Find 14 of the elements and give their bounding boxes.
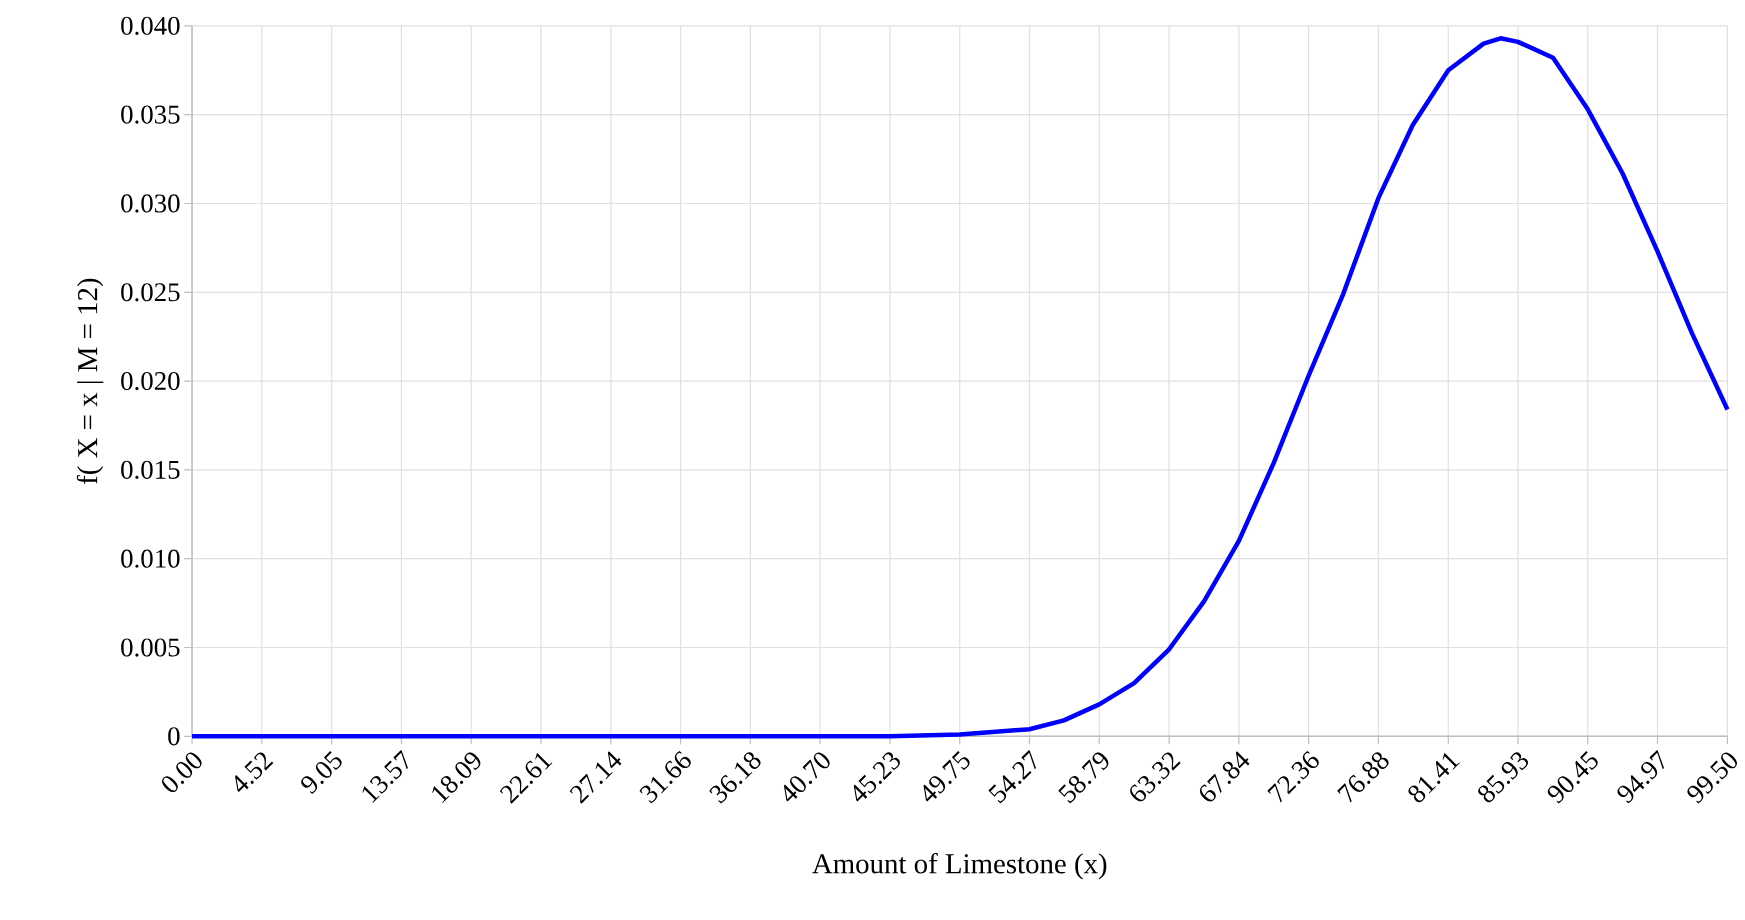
x-tick-label: 9.05 — [301, 750, 342, 794]
y-tick-label: 0.015 — [121, 460, 180, 479]
y-tick-label: 0.005 — [121, 638, 180, 657]
y-tick-label: 0.025 — [121, 282, 180, 302]
y-tick-label: 0.010 — [121, 549, 180, 568]
x-tick-label: 0.00 — [162, 752, 202, 792]
x-axis-title: Amount of Limestone (x) — [812, 852, 1107, 880]
x-tick-label: 4.52 — [235, 752, 274, 792]
y-tick-label: 0.030 — [121, 194, 180, 213]
y-tick-label: 0.020 — [121, 371, 180, 391]
y-tick-label: 0.035 — [121, 105, 180, 124]
y-axis-title: f( X = x | M = 12) — [76, 278, 104, 484]
y-tick-label: 0 — [168, 727, 180, 746]
y-tick-label: 0.040 — [121, 16, 180, 35]
